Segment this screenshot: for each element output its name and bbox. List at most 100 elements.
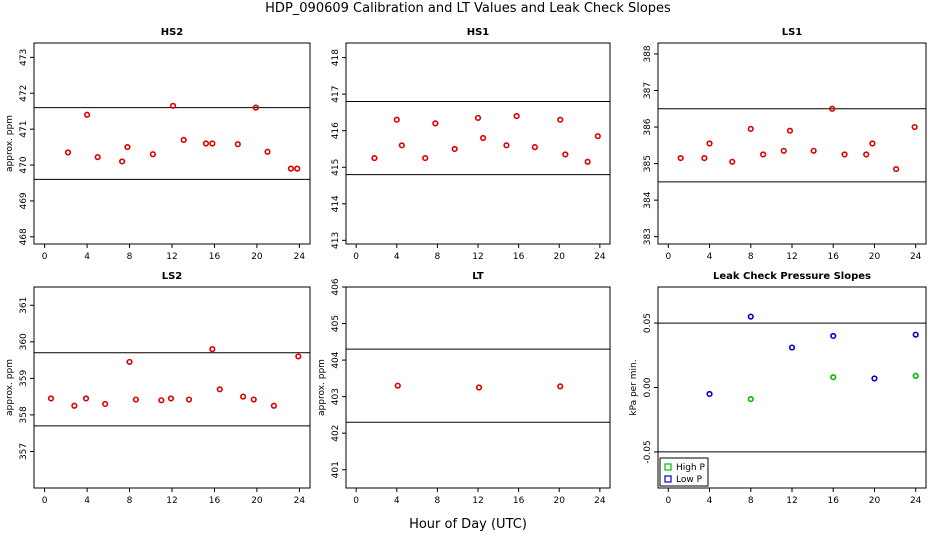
x-tick-label: 16 [209,496,221,506]
x-tick-label: 12 [472,496,483,506]
y-axis-label: approx. ppm [5,359,15,416]
panel-title: HS1 [467,27,490,38]
data-point [677,155,684,162]
data-point [250,396,257,403]
y-tick-label: 469 [19,192,29,209]
data-point [126,358,133,366]
panel-title: Leak Check Pressure Slopes [713,271,871,282]
legend-swatch [664,463,672,471]
data-point [82,395,90,402]
data-point [747,125,754,132]
data-point [830,374,837,381]
x-tick-label: 0 [42,496,48,506]
y-tick-label: 404 [331,351,341,368]
data-point [557,383,564,390]
x-tick-label: 0 [665,252,671,262]
x-tick-label: 16 [828,496,840,506]
data-point [264,148,271,155]
data-point [169,102,177,109]
data-point [294,165,301,172]
data-point [371,155,378,162]
data-point [64,149,72,156]
y-axis-label: approx. ppm [5,115,15,172]
data-point [760,151,767,158]
x-tick-label: 0 [665,496,671,506]
data-point [202,140,210,147]
y-tick-label: 471 [19,121,29,138]
y-tick-label: 358 [19,406,29,423]
x-tick-label: 12 [472,252,483,262]
data-point [557,116,564,123]
x-tick-label: 24 [294,496,306,506]
data-point [270,402,278,409]
x-tick-label: 8 [435,496,441,506]
x-tick-label: 20 [869,252,881,262]
data-point [786,127,794,134]
x-tick-label: 8 [127,496,133,506]
data-point [747,395,754,403]
data-point [209,140,216,147]
y-tick-label: 0.00 [643,377,653,397]
data-point [584,158,591,165]
data-point [119,158,126,165]
x-tick-label: 4 [394,252,400,262]
x-tick-label: 4 [84,252,90,262]
data-point [475,384,483,391]
x-tick-label: 16 [828,252,840,262]
legend-swatch [664,475,672,483]
legend-box [659,457,709,487]
data-point [863,151,870,158]
y-tick-label: 384 [643,191,653,208]
data-point [180,136,187,144]
data-point [287,165,294,172]
data-point [701,155,708,162]
x-tick-label: 20 [251,496,263,506]
y-tick-label: 416 [331,122,341,139]
data-point [295,353,302,360]
data-point [706,140,713,147]
y-tick-label: 360 [19,333,29,350]
y-tick-label: 0.05 [643,313,653,333]
plot-frame [657,42,927,245]
x-tick-label: 4 [394,496,400,506]
data-point [531,144,538,151]
data-point [594,133,601,140]
data-point [562,151,569,158]
y-tick-label: 470 [19,156,29,173]
y-tick-label: 468 [19,228,29,245]
y-tick-label: 383 [643,228,653,245]
data-point [841,151,848,158]
x-tick-label: 8 [435,252,441,262]
data-point [234,141,241,148]
x-tick-label: 24 [294,252,306,262]
data-point [398,142,405,149]
data-point [252,104,259,111]
data-point [747,313,754,320]
y-tick-label: 359 [19,370,29,387]
panel-title: LS1 [782,27,803,38]
data-point [102,400,109,408]
data-point [830,332,837,340]
data-point [912,331,919,338]
x-tick-label: 4 [707,252,713,262]
x-tick-label: 8 [748,252,754,262]
x-tick-label: 4 [84,496,90,506]
panel-title: LS2 [162,271,183,282]
legend-label: High P [676,463,706,473]
x-tick-label: 24 [910,252,922,262]
chart-main-title: HDP_090609 Calibration and LT Values and… [265,1,671,16]
data-point [167,395,175,402]
x-tick-label: 24 [910,496,922,506]
x-tick-label: 16 [513,252,525,262]
x-tick-label: 24 [594,252,606,262]
y-tick-label: 414 [331,195,341,212]
x-tick-label: 8 [748,496,754,506]
y-tick-label: 401 [331,461,341,478]
x-tick-label: 12 [166,496,177,506]
data-point [911,123,918,131]
panel-title: HS2 [161,27,184,38]
data-point [503,142,510,149]
y-tick-label: 417 [331,86,341,103]
y-axis-label: kPa per min. [629,359,639,415]
data-point [871,375,878,382]
